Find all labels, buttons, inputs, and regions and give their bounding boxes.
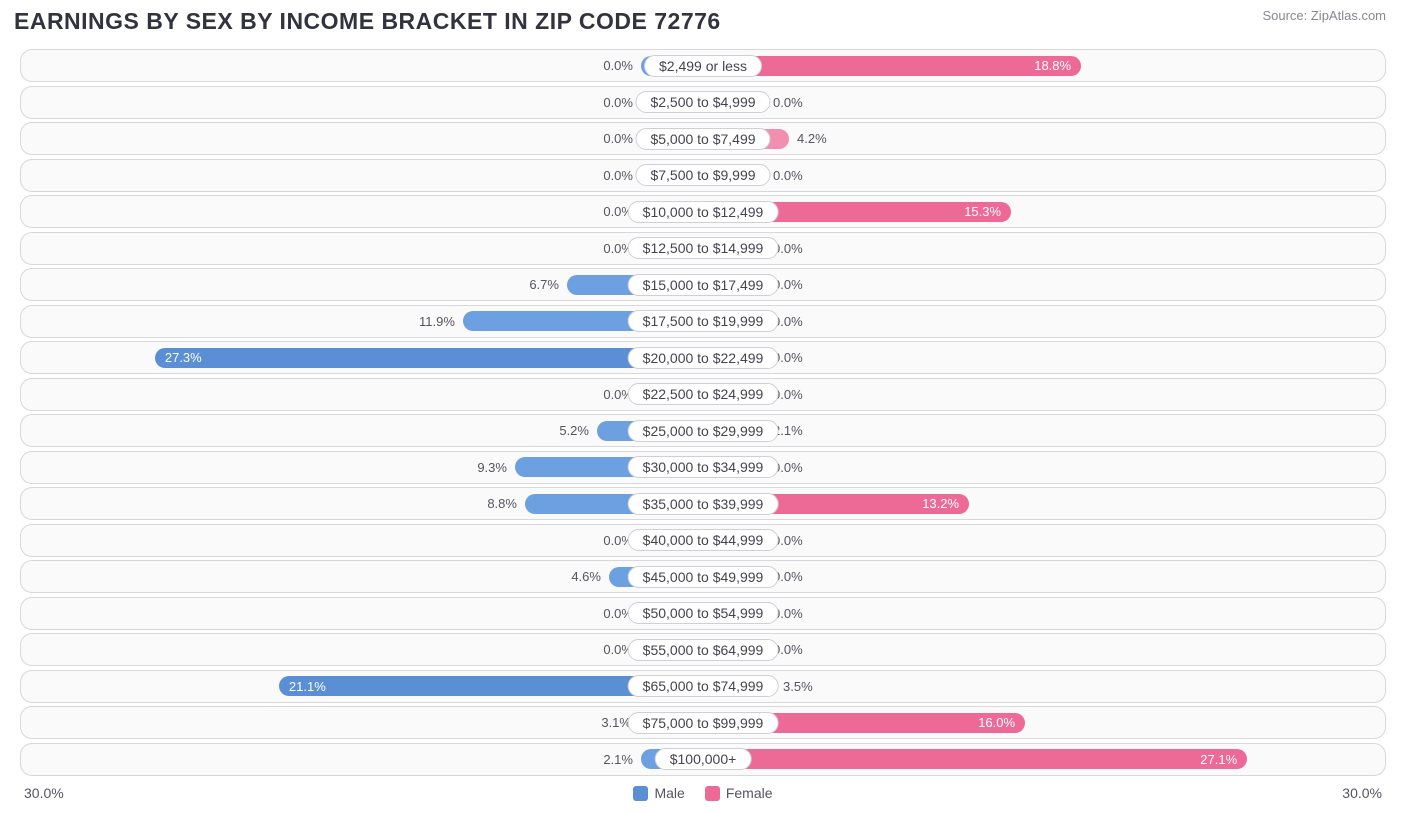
- chart-row: 0.0%0.0%$55,000 to $64,999: [20, 633, 1386, 666]
- category-label: $5,000 to $7,499: [635, 128, 770, 150]
- chart-area: 0.0%18.8%$2,499 or less0.0%0.0%$2,500 to…: [0, 49, 1406, 776]
- chart-row: 0.0%15.3%$10,000 to $12,499: [20, 195, 1386, 228]
- category-label: $30,000 to $34,999: [628, 456, 779, 478]
- legend-label-male: Male: [654, 785, 684, 801]
- category-label: $2,500 to $4,999: [635, 91, 770, 113]
- category-label: $75,000 to $99,999: [628, 712, 779, 734]
- male-swatch: [633, 786, 648, 801]
- male-value: 0.0%: [595, 168, 641, 183]
- axis-max-right: 30.0%: [1342, 785, 1382, 801]
- category-label: $25,000 to $29,999: [628, 420, 779, 442]
- chart-row: 27.3%0.0%$20,000 to $22,499: [20, 341, 1386, 374]
- chart-row: 0.0% 0.0%$2,500 to $4,999: [20, 86, 1386, 119]
- male-value: 21.1%: [289, 679, 326, 694]
- female-value: 4.2%: [789, 131, 835, 146]
- male-value: 8.8%: [479, 496, 525, 511]
- category-label: $65,000 to $74,999: [628, 675, 779, 697]
- legend: Male Female: [633, 785, 772, 801]
- category-label: $35,000 to $39,999: [628, 493, 779, 515]
- chart-row: 11.9%0.0%$17,500 to $19,999: [20, 305, 1386, 338]
- female-value: 15.3%: [964, 204, 1001, 219]
- female-value: 16.0%: [978, 715, 1015, 730]
- male-value: 4.6%: [563, 569, 609, 584]
- chart-row: 8.8% 13.2% $35,000 to $39,999: [20, 487, 1386, 520]
- chart-row: 0.0% 4.2% $5,000 to $7,499: [20, 122, 1386, 155]
- female-value: 0.0%: [765, 168, 811, 183]
- male-value: 0.0%: [595, 58, 641, 73]
- category-label: $7,500 to $9,999: [635, 164, 770, 186]
- chart-row: 2.1% 27.1% $100,000+: [20, 743, 1386, 776]
- male-value: 5.2%: [551, 423, 597, 438]
- axis-max-left: 30.0%: [24, 785, 64, 801]
- male-value: 2.1%: [595, 752, 641, 767]
- chart-row: 0.0%0.0%$40,000 to $44,999: [20, 524, 1386, 557]
- category-label: $20,000 to $22,499: [628, 347, 779, 369]
- category-label: $45,000 to $49,999: [628, 566, 779, 588]
- male-value: 9.3%: [469, 460, 515, 475]
- chart-row: 0.0%0.0%$22,500 to $24,999: [20, 378, 1386, 411]
- chart-row: 3.1%16.0%$75,000 to $99,999: [20, 706, 1386, 739]
- female-value: 13.2%: [922, 496, 959, 511]
- chart-row: 4.6%0.0%$45,000 to $49,999: [20, 560, 1386, 593]
- female-value: 18.8%: [1034, 58, 1071, 73]
- chart-row: 9.3%0.0%$30,000 to $34,999: [20, 451, 1386, 484]
- chart-row: 6.7%0.0%$15,000 to $17,499: [20, 268, 1386, 301]
- female-value: 3.5%: [775, 679, 821, 694]
- legend-item-female: Female: [705, 785, 773, 801]
- male-value: 27.3%: [165, 350, 202, 365]
- category-label: $2,499 or less: [644, 55, 762, 77]
- legend-item-male: Male: [633, 785, 684, 801]
- chart-row: 0.0%0.0%$12,500 to $14,999: [20, 232, 1386, 265]
- male-value: 0.0%: [595, 131, 641, 146]
- category-label: $50,000 to $54,999: [628, 602, 779, 624]
- legend-label-female: Female: [726, 785, 773, 801]
- female-bar: 27.1%: [705, 749, 1247, 769]
- category-label: $100,000+: [655, 748, 752, 770]
- chart-row: 0.0%0.0%$50,000 to $54,999: [20, 597, 1386, 630]
- category-label: $10,000 to $12,499: [628, 201, 779, 223]
- category-label: $22,500 to $24,999: [628, 383, 779, 405]
- category-label: $55,000 to $64,999: [628, 639, 779, 661]
- category-label: $17,500 to $19,999: [628, 310, 779, 332]
- male-value: 0.0%: [595, 95, 641, 110]
- male-value: 11.9%: [411, 314, 463, 329]
- female-swatch: [705, 786, 720, 801]
- female-value: 0.0%: [765, 95, 811, 110]
- source-attribution: Source: ZipAtlas.com: [1262, 8, 1386, 23]
- category-label: $12,500 to $14,999: [628, 237, 779, 259]
- male-bar: 27.3%: [155, 348, 701, 368]
- category-label: $15,000 to $17,499: [628, 274, 779, 296]
- chart-row: 21.1% 3.5%$65,000 to $74,999: [20, 670, 1386, 703]
- chart-row: 0.0% 0.0%$7,500 to $9,999: [20, 159, 1386, 192]
- female-value: 27.1%: [1200, 752, 1237, 767]
- chart-title: EARNINGS BY SEX BY INCOME BRACKET IN ZIP…: [14, 8, 721, 35]
- chart-row: 0.0% 18.8% $2,499 or less: [20, 49, 1386, 82]
- male-value: 6.7%: [521, 277, 567, 292]
- chart-row: 5.2%2.1%$25,000 to $29,999: [20, 414, 1386, 447]
- category-label: $40,000 to $44,999: [628, 529, 779, 551]
